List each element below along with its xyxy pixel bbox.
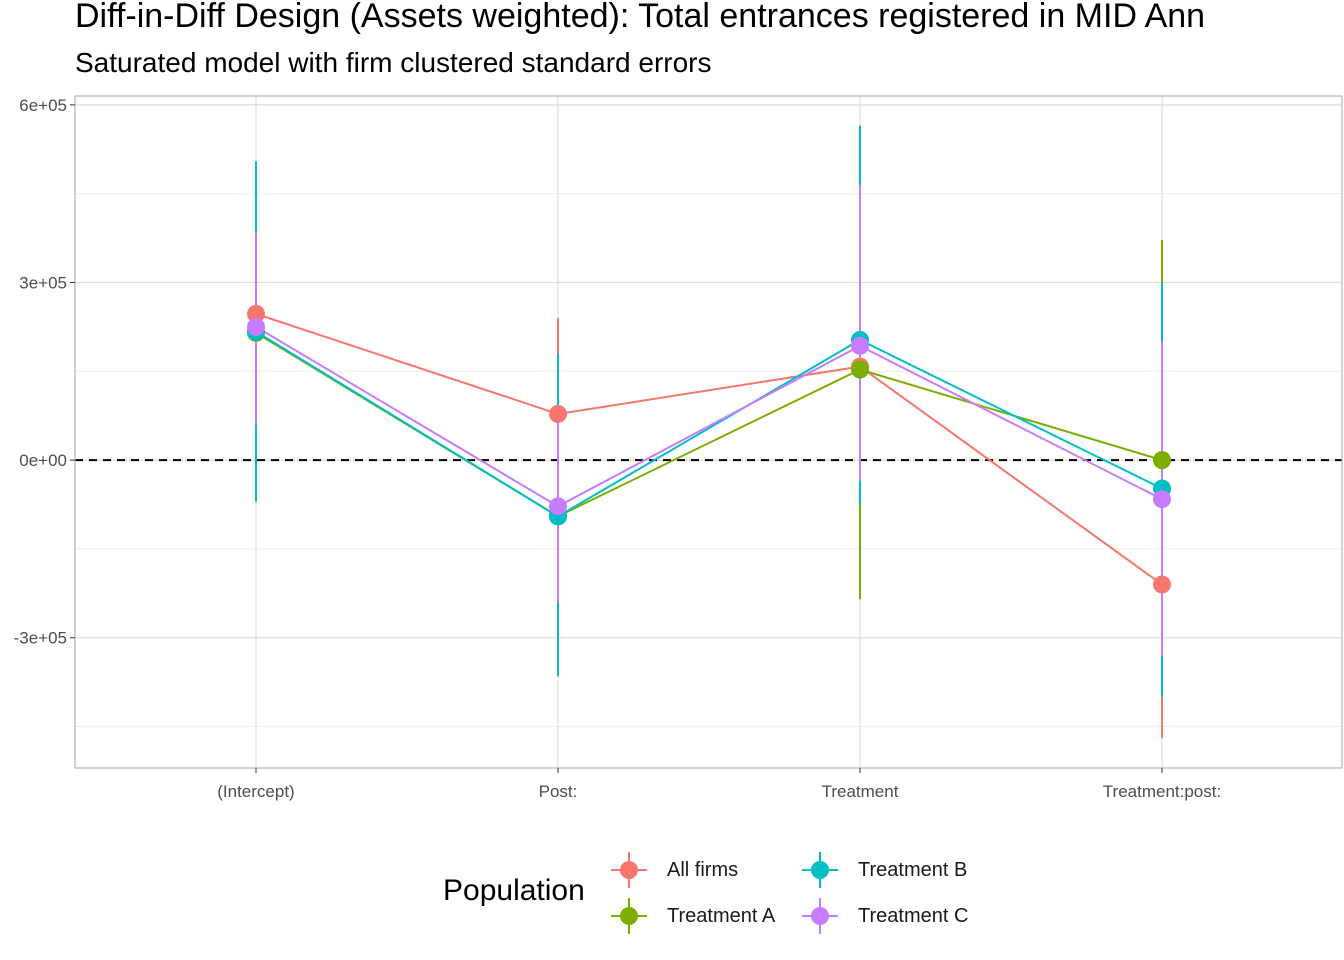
panel-background <box>75 96 1342 768</box>
chart-title: Diff-in-Diff Design (Assets weighted): T… <box>75 0 1206 35</box>
y-tick-label: 6e+05 <box>19 96 67 115</box>
data-point <box>247 317 265 336</box>
data-point <box>1153 451 1171 470</box>
legend-key-icon <box>611 898 647 934</box>
data-point <box>247 304 265 323</box>
data-point <box>1153 490 1171 509</box>
legend-title: Population <box>443 874 585 907</box>
legend: Population All firms Treatment A Treatment… <box>443 848 1003 944</box>
legend-label: Treatment A <box>667 904 776 927</box>
y-tick-label: 3e+05 <box>19 274 67 293</box>
x-tick-label: Post: <box>539 782 578 801</box>
y-tick-label: -3e+05 <box>14 629 67 648</box>
x-tick-label: Treatment <box>822 782 899 801</box>
data-point <box>549 404 567 423</box>
data-point <box>851 336 869 355</box>
legend-item: Treatment C <box>800 896 968 936</box>
legend-key-icon <box>802 852 838 888</box>
legend-item: All firms <box>609 850 738 890</box>
chart-subtitle: Saturated model with firm clustered stan… <box>75 47 712 78</box>
legend-label: All firms <box>667 858 739 881</box>
legend-label: Treatment C <box>858 904 969 927</box>
data-point <box>851 360 869 379</box>
legend-key-icon <box>611 852 647 888</box>
data-point <box>549 497 567 516</box>
series-line <box>255 326 1163 508</box>
data-point <box>1153 575 1171 594</box>
legend-item: Treatment B <box>800 850 967 890</box>
x-tick-label: (Intercept) <box>217 782 294 801</box>
series-line <box>255 312 1163 586</box>
legend-item: Treatment A <box>609 896 775 936</box>
legend-key-icon <box>802 898 838 934</box>
series-line <box>255 330 1163 518</box>
x-tick-label: Treatment:post: <box>1103 782 1221 801</box>
y-tick-label: 0e+00 <box>19 451 67 470</box>
panel-border <box>74 95 1343 769</box>
legend-label: Treatment B <box>858 858 968 881</box>
